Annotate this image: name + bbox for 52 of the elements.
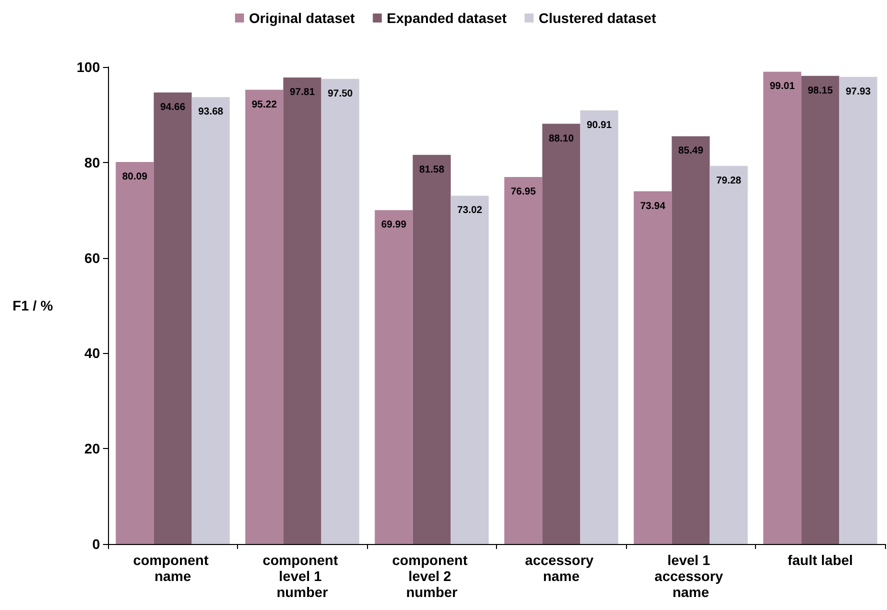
y-tick-label: 80 — [84, 154, 100, 170]
data-label: 99.01 — [770, 81, 796, 92]
data-label: 97.93 — [846, 86, 872, 98]
y-tick-label: 60 — [84, 250, 100, 266]
bar — [710, 166, 748, 544]
bar — [321, 78, 360, 544]
bar — [801, 76, 840, 544]
bar — [839, 76, 878, 544]
bar — [542, 124, 580, 544]
data-label: 88.10 — [548, 133, 574, 144]
bar — [154, 92, 192, 544]
y-axis-title: F1 / % — [12, 298, 54, 314]
bar — [116, 162, 154, 544]
bar — [504, 176, 542, 544]
bar — [245, 90, 284, 544]
y-tick-label: 20 — [84, 440, 100, 457]
x-tick-label: fault label — [788, 552, 853, 568]
y-tick-label: 0 — [92, 536, 100, 552]
bar — [580, 110, 618, 544]
legend-label: Original dataset — [249, 10, 356, 26]
x-tick-label: component level 2 number — [392, 552, 472, 600]
y-tick-label: 40 — [84, 345, 100, 362]
bar — [634, 191, 672, 544]
bar — [283, 77, 322, 544]
data-label: 97.50 — [328, 88, 354, 100]
bar — [192, 97, 230, 544]
data-label: 69.99 — [381, 220, 407, 231]
data-label: 73.02 — [457, 205, 483, 216]
data-label: 93.68 — [198, 106, 224, 118]
bar — [374, 210, 413, 544]
legend-label: Expanded dataset — [386, 10, 507, 26]
data-label: 85.49 — [678, 146, 704, 157]
x-tick-label: accessory name — [525, 552, 598, 584]
data-label: 97.81 — [290, 86, 316, 98]
bar — [412, 154, 451, 544]
bar — [450, 196, 489, 544]
x-tick-label: level 1 accessory name — [654, 552, 727, 600]
x-tick-label: component name — [133, 552, 212, 584]
bar — [672, 136, 710, 544]
y-tick-label: 100 — [76, 59, 100, 75]
data-label: 90.91 — [586, 120, 612, 131]
data-label: 79.28 — [716, 175, 742, 186]
x-tick-label: component level 1 number — [262, 552, 342, 600]
data-label: 94.66 — [160, 102, 186, 113]
data-label: 98.15 — [808, 85, 834, 96]
data-label: 73.94 — [640, 200, 666, 212]
legend-label: Clustered dataset — [538, 10, 656, 26]
data-label: 80.09 — [122, 171, 148, 182]
bar — [763, 72, 802, 544]
data-label: 76.95 — [510, 186, 536, 198]
data-label: 81.58 — [419, 164, 445, 176]
data-label: 95.22 — [252, 99, 278, 110]
